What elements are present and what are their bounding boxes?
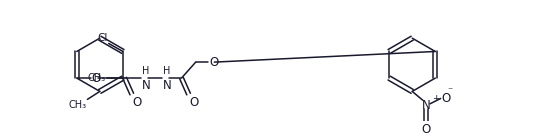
- Text: ⁻: ⁻: [448, 87, 453, 97]
- Text: CH₃: CH₃: [88, 73, 106, 83]
- Text: N: N: [163, 79, 171, 92]
- Text: Cl: Cl: [97, 33, 108, 43]
- Text: H: H: [141, 66, 149, 76]
- Text: O: O: [133, 96, 142, 109]
- Text: H: H: [163, 66, 170, 76]
- Text: O: O: [209, 56, 218, 69]
- Text: O: O: [442, 92, 451, 105]
- Text: CH₃: CH₃: [69, 100, 86, 110]
- Text: N: N: [422, 99, 431, 112]
- Text: N: N: [141, 79, 150, 92]
- Text: +: +: [432, 94, 439, 103]
- Text: O: O: [92, 72, 101, 85]
- Text: O: O: [422, 123, 431, 136]
- Text: O: O: [189, 96, 199, 109]
